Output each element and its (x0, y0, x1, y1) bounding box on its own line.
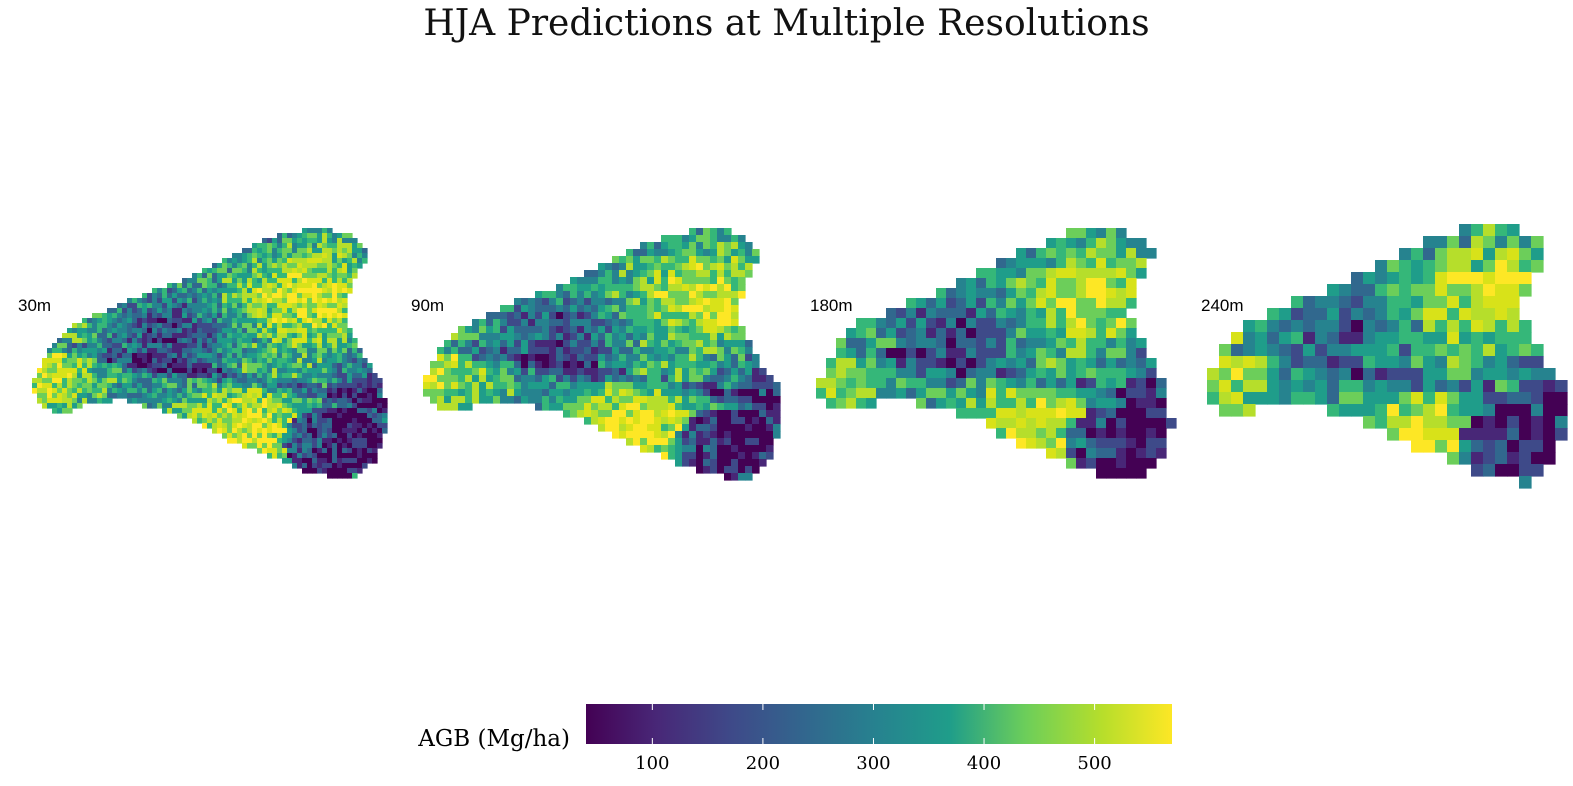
panel-label-180m: 180m (810, 296, 853, 315)
colorbar-tick-label: 400 (966, 753, 1002, 774)
map-240m (1207, 224, 1568, 489)
colorbar (586, 704, 1172, 744)
colorbar-tick-label: 300 (856, 753, 891, 774)
panel-label-240m: 240m (1201, 296, 1244, 315)
map-180m (816, 228, 1177, 479)
colorbar-tick-label: 100 (635, 753, 670, 774)
colorbar-tick-label: 200 (745, 753, 781, 774)
colorbar-tick-label: 500 (1077, 753, 1112, 774)
map-30m (32, 228, 388, 479)
map-90m (423, 228, 781, 481)
panel-label-30m: 30m (18, 296, 52, 315)
colorbar-label: AGB (Mg/ha) (418, 726, 570, 752)
colorbar-ticks (651, 704, 1096, 744)
figure-title: HJA Predictions at Multiple Resolutions (423, 3, 1150, 44)
panel-label-90m: 90m (411, 296, 445, 315)
